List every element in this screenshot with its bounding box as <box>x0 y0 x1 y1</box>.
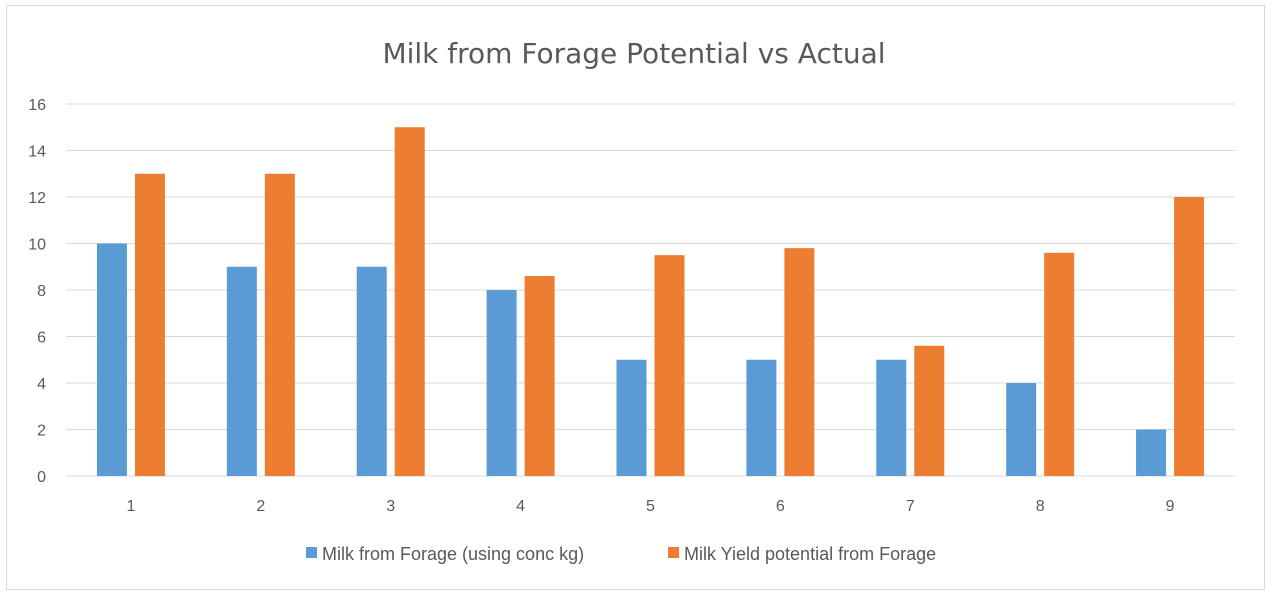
y-tick-label: 6 <box>37 330 46 347</box>
y-tick-label: 8 <box>37 283 46 300</box>
bar-series-2-cat-9 <box>1174 197 1205 476</box>
bar-series-2-cat-6 <box>784 248 815 476</box>
y-tick-label: 2 <box>37 423 46 440</box>
bar-series-2-cat-7 <box>914 345 945 476</box>
x-tick-label: 5 <box>646 498 655 515</box>
bar-series-2-cat-3 <box>394 127 425 476</box>
x-axis: 1 2 3 4 5 6 7 8 9 <box>126 498 1174 515</box>
bar-series-1-cat-1 <box>96 243 127 476</box>
bar-series-1-cat-5 <box>616 359 647 476</box>
bar-series-2-cat-1 <box>134 173 165 476</box>
x-tick-label: 9 <box>1166 498 1175 515</box>
x-tick-label: 6 <box>776 498 785 515</box>
y-tick-label: 4 <box>37 376 46 393</box>
x-tick-label: 1 <box>126 498 135 515</box>
legend-swatch-2 <box>668 547 679 558</box>
x-tick-label: 2 <box>256 498 265 515</box>
x-tick-label: 3 <box>386 498 395 515</box>
bar-series-1-cat-6 <box>746 359 777 476</box>
x-tick-label: 8 <box>1036 498 1045 515</box>
bar-series-2-cat-4 <box>524 276 555 476</box>
bar-series-1-cat-9 <box>1136 429 1167 476</box>
legend-label-1: Milk from Forage (using conc kg) <box>322 544 584 564</box>
y-tick-label: 12 <box>28 190 46 207</box>
y-tick-label: 10 <box>28 237 46 254</box>
bars <box>96 127 1205 476</box>
bar-series-1-cat-3 <box>356 266 387 476</box>
x-tick-label: 4 <box>516 498 525 515</box>
x-tick-label: 7 <box>906 498 915 515</box>
bar-series-1-cat-2 <box>226 266 257 476</box>
y-axis: 0 2 4 6 8 10 12 14 16 <box>28 97 46 486</box>
y-tick-label: 16 <box>28 97 46 114</box>
bar-series-2-cat-8 <box>1044 252 1075 476</box>
y-tick-label: 0 <box>37 469 46 486</box>
legend: Milk from Forage (using conc kg) Milk Yie… <box>306 544 936 564</box>
legend-label-2: Milk Yield potential from Forage <box>684 544 936 564</box>
gridlines <box>66 103 1235 477</box>
y-tick-label: 14 <box>28 144 46 161</box>
bar-series-2-cat-2 <box>264 173 295 476</box>
bar-series-1-cat-8 <box>1006 383 1037 476</box>
bar-series-2-cat-5 <box>654 255 685 476</box>
chart-title: Milk from Forage Potential vs Actual <box>382 37 885 70</box>
bar-series-1-cat-7 <box>876 359 907 476</box>
legend-swatch-1 <box>306 547 317 558</box>
bar-series-1-cat-4 <box>486 290 517 476</box>
